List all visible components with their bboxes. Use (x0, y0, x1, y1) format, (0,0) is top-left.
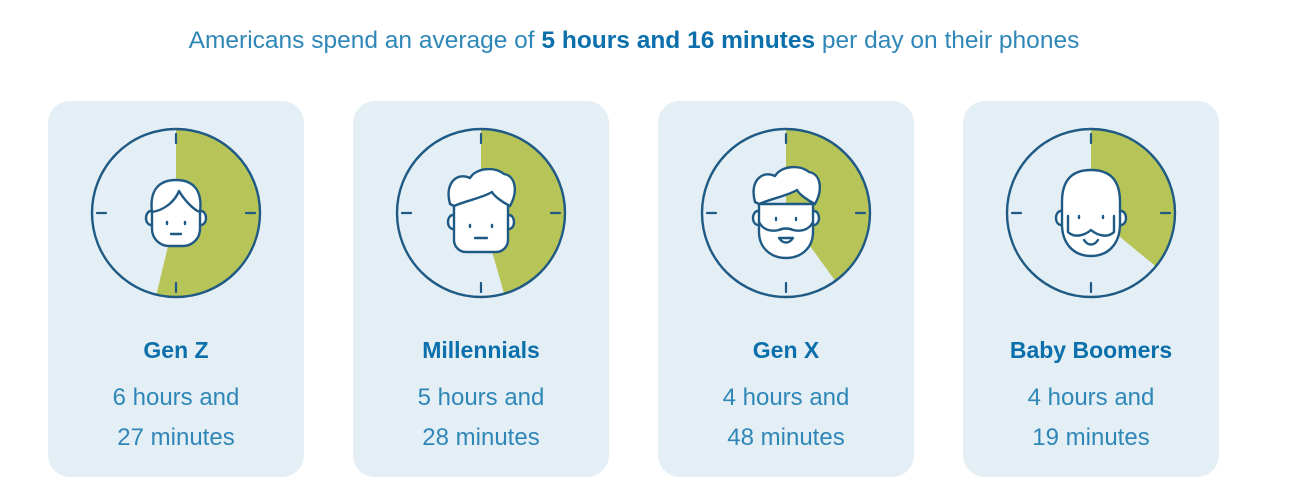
millennial-face-icon (446, 167, 516, 254)
card-gen-z: Gen Z 6 hours and 27 minutes (48, 101, 304, 477)
headline-prefix: Americans spend an average of (188, 27, 542, 54)
card-baby-boomers: Baby Boomers 4 hours and 19 minutes (963, 101, 1219, 477)
gen-label: Baby Boomers (1009, 337, 1173, 363)
gen-label: Gen Z (143, 337, 209, 363)
dial-gen-x (700, 127, 872, 299)
slice-baby-boomers (1091, 129, 1176, 267)
time-label-line1: 4 hours and (722, 384, 850, 411)
gen-label: Gen X (752, 337, 820, 363)
time-label-line1: 4 hours and (1027, 384, 1155, 411)
dial-baby-boomers (1005, 127, 1177, 299)
card-millennials: Millennials 5 hours and 28 minutes (353, 101, 609, 477)
time-label-line2: 28 minutes (422, 424, 540, 451)
headline-highlight: 5 hours and 16 minutes (541, 27, 816, 54)
gen-x-bearded-face-icon (751, 165, 821, 260)
time-label-line2: 27 minutes (117, 424, 235, 451)
slice-gen-z (156, 129, 260, 297)
slice-millennials (481, 129, 566, 294)
slice-gen-x (786, 129, 870, 281)
time-label-line1: 5 hours and (417, 384, 545, 411)
dial-millennials (395, 127, 567, 299)
gen-label: Millennials (422, 337, 540, 363)
headline-suffix: per day on their phones (815, 27, 1080, 54)
headline: Americans spend an average of 5 hours an… (0, 27, 1268, 55)
card-gen-x: Gen X 4 hours and 48 minutes (658, 101, 914, 477)
time-label-line1: 6 hours and (112, 384, 240, 411)
time-label-line2: 19 minutes (1032, 424, 1150, 451)
boomer-bald-bearded-face-icon (1054, 168, 1128, 258)
time-label-line2: 48 minutes (727, 424, 845, 451)
dial-gen-z (90, 127, 262, 299)
gen-z-face-icon (144, 178, 208, 248)
